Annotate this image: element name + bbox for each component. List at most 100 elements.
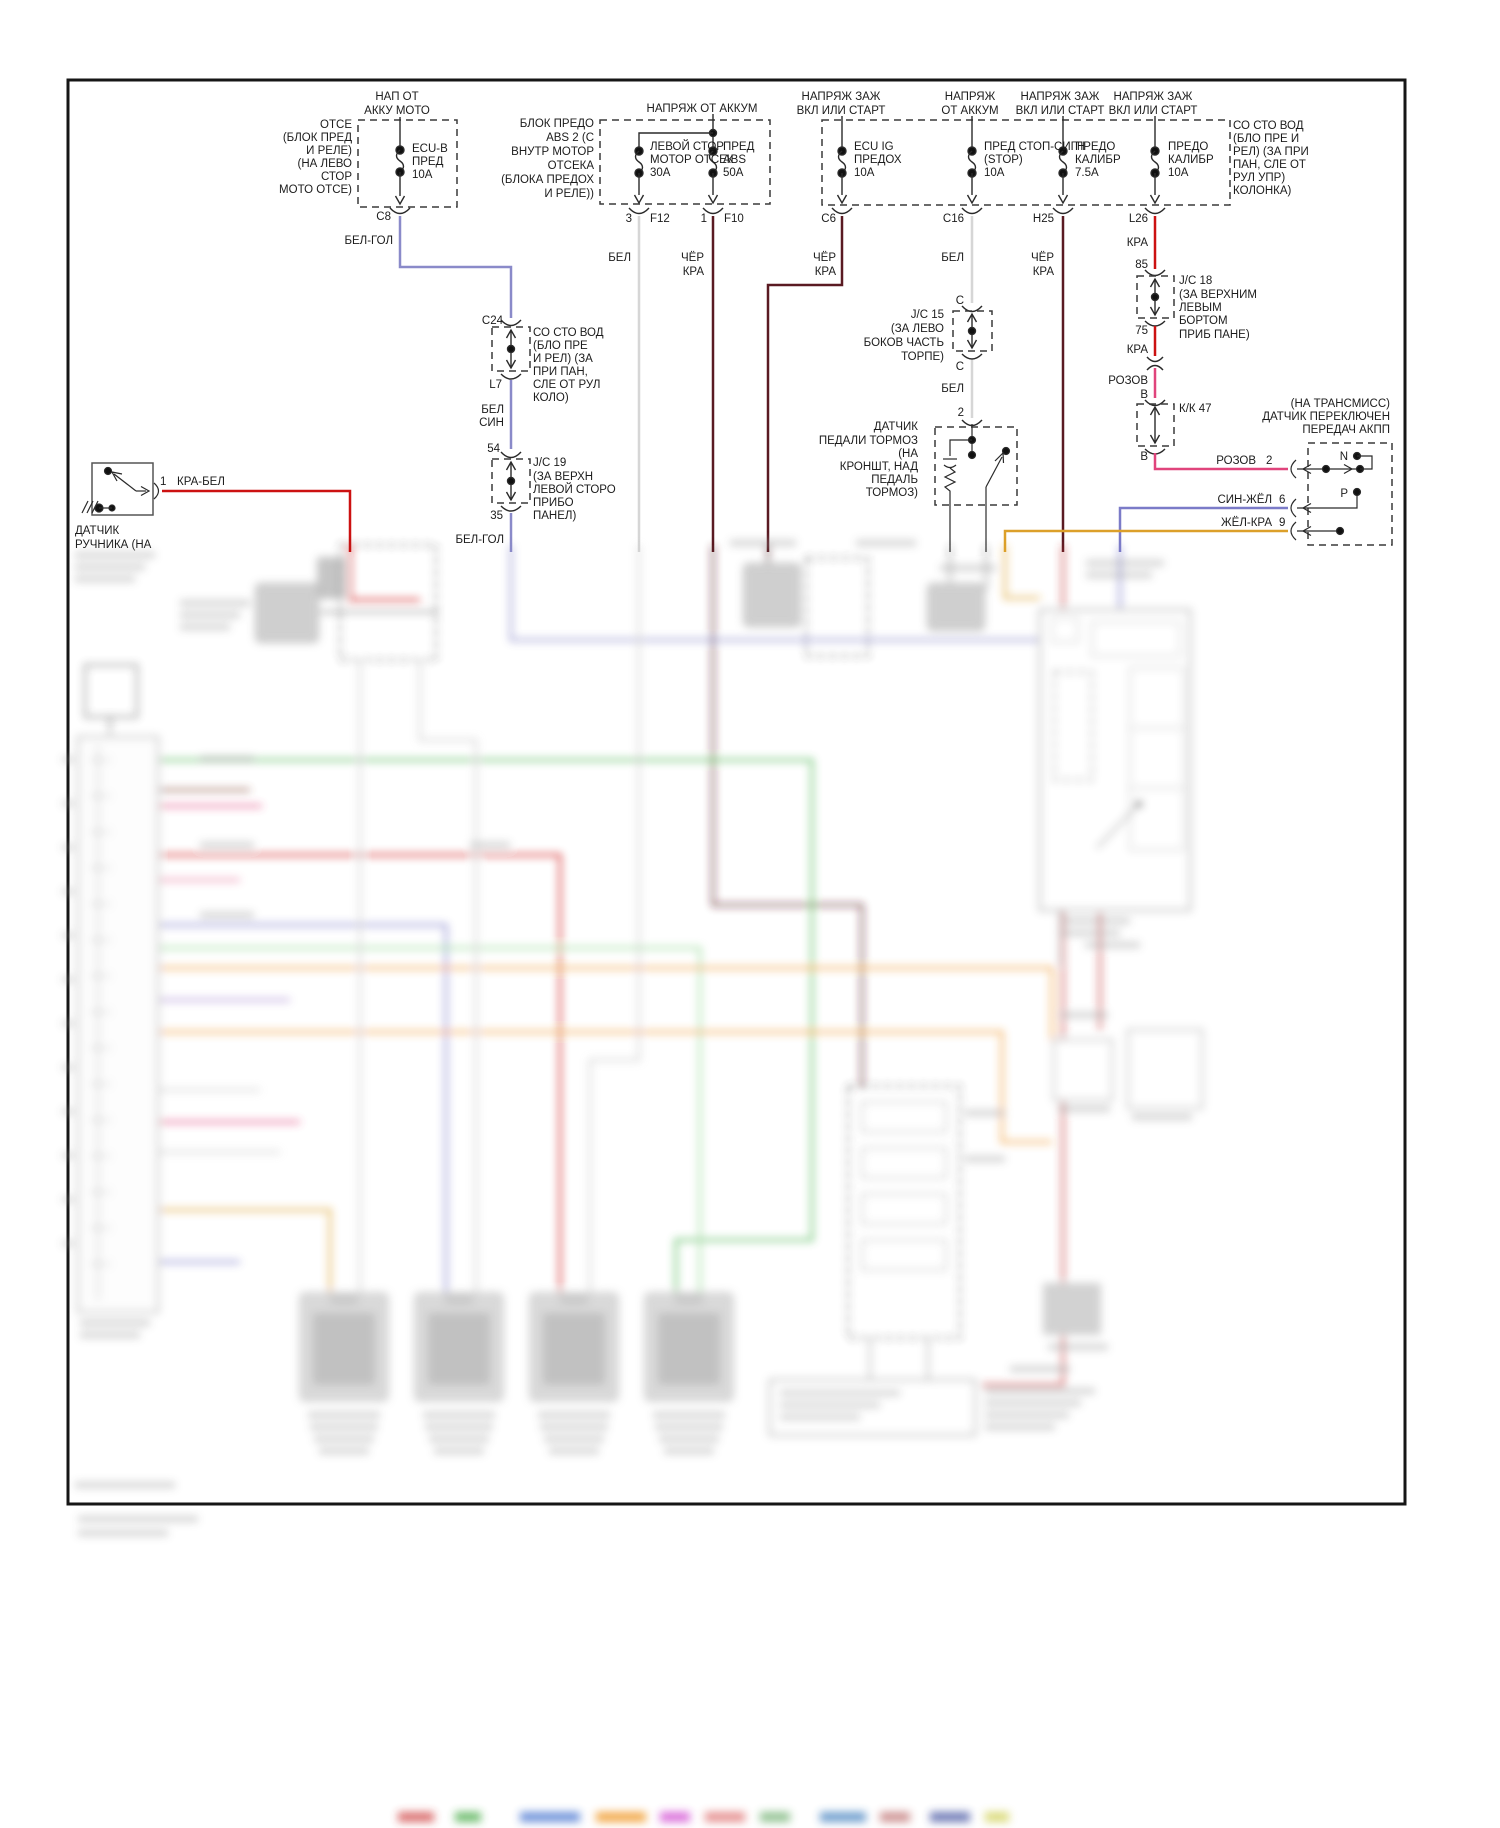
wire-color-label: БЕЛ <box>481 404 504 416</box>
connector-label: F10 <box>724 213 744 225</box>
power-source-label: ВКЛ ИЛИ СТАРТ <box>797 105 886 117</box>
junction-box <box>491 326 531 372</box>
connector-pin-label: 1 <box>701 213 707 225</box>
location-label: И РЕЛЕ) <box>306 145 352 157</box>
location-label: (БЛО ПРЕ И <box>1233 133 1299 145</box>
wire-color-label: БЕЛ <box>941 383 964 395</box>
connector-pin-label: C8 <box>376 211 391 223</box>
contact-label: P <box>1340 488 1348 500</box>
connector-pin-label: C24 <box>482 315 504 327</box>
junction-symbol <box>500 328 522 380</box>
junction-chain-jc15: C J/C 15 (ЗА ЛЕВО БОКОВ ЧАСТЬ ТОРПЕ) C Б… <box>864 295 993 427</box>
fuse-rating: 30A <box>650 167 671 179</box>
location-label: ОТСЕКА <box>548 160 595 172</box>
fuse-rating: 7.5A <box>1075 167 1099 179</box>
brake-pedal-switch: ДАТЧИК ПЕДАЛИ ТОРМОЗ (НА КРОНШТ, НАД ПЕД… <box>819 421 1018 552</box>
junction-symbol <box>500 460 522 512</box>
sensor-contacts <box>1290 451 1373 541</box>
fuse-rating: 50A <box>723 167 744 179</box>
component-label: ДАТЧИК <box>75 525 120 537</box>
switch-symbol <box>943 424 1011 552</box>
location-label: ПРИБО <box>533 497 574 509</box>
component-label: ПЕРЕДАЧ АКПП <box>1302 424 1390 436</box>
wire-color-label: ЧЁР <box>1031 252 1054 264</box>
location-label: СО СТО ВОД <box>1233 120 1304 132</box>
component-label: (НА ТРАНСМИСС) <box>1291 398 1391 410</box>
fuse-name: ПРЕД <box>412 156 444 168</box>
wire-pin-label: 9 <box>1279 517 1285 529</box>
fuse-box-outline <box>599 119 771 205</box>
switch-symbol <box>81 466 160 514</box>
component-label: ДАТЧИК ПЕРЕКЛЮЧЕН <box>1262 411 1390 423</box>
connector-pin-label: 85 <box>1135 259 1148 271</box>
diagram-border <box>66 78 1407 1506</box>
wire-color-label: КРА <box>1033 266 1055 278</box>
connector-label: F12 <box>650 213 670 225</box>
fuse-name: КАЛИБР <box>1168 154 1214 166</box>
wire-bel-gol <box>398 216 513 318</box>
fuse-box-outline <box>357 119 458 208</box>
junction-box <box>1136 403 1175 447</box>
connector-pin-label: L26 <box>1129 213 1148 225</box>
power-source-label: НАПРЯЖ ЗАЖ <box>1021 91 1100 103</box>
power-source-label: НАП ОТ <box>375 91 418 103</box>
wire-color-label: БЕЛ-ГОЛ <box>455 534 504 546</box>
connector-pin-label: 75 <box>1135 325 1148 337</box>
wire-pin-label: 1 <box>160 476 166 488</box>
wire-color-label: КРА <box>683 266 705 278</box>
wire-cher-kra <box>766 216 844 552</box>
location-label: (БЛО ПРЕ <box>533 340 588 352</box>
junction-name: J/C 18 <box>1179 275 1212 287</box>
junction-symbol <box>1144 277 1166 327</box>
location-label: ЛЕВОЙ СТОРО <box>533 483 616 496</box>
location-label: ПАН, СЛЕ ОТ <box>1233 159 1306 171</box>
location-label: РУЛ УПР) <box>1233 172 1285 184</box>
fuse-symbols <box>628 114 724 215</box>
wire-rozov <box>1153 453 1288 471</box>
location-label: СО СТО ВОД <box>533 327 604 339</box>
location-label: БОРТОМ <box>1179 315 1228 327</box>
fuse-block-main: НАПРЯЖ ЗАЖ ВКЛ ИЛИ СТАРТ НАПРЯЖ ОТ АККУМ… <box>766 91 1309 552</box>
junction-box <box>491 458 531 504</box>
fuse-rating: 10A <box>1168 167 1189 179</box>
location-label: РЕЛ) (ЗА ПРИ <box>1233 146 1309 158</box>
junction-name: J/C 19 <box>533 457 566 469</box>
fuse-name: ABS <box>723 154 746 166</box>
connector-pin-label: C <box>956 361 964 373</box>
fuse-name: ECU-B <box>412 143 448 155</box>
wire-kra-bel <box>162 489 352 552</box>
component-label: КРОНШТ, НАД <box>840 461 918 473</box>
connector-pin-label: C6 <box>821 213 836 225</box>
location-label: КОЛОНКА) <box>1233 185 1292 197</box>
fuse-rating: 10A <box>412 169 433 181</box>
fuse-box-outline <box>821 119 1231 206</box>
fuse-rating: 10A <box>854 167 875 179</box>
switch-box <box>934 426 1018 506</box>
sensor-box <box>1307 442 1393 546</box>
location-label: И РЕЛЕ)) <box>544 188 594 200</box>
fuse-name: ECU IG <box>854 141 894 153</box>
contact-label: N <box>1340 451 1348 463</box>
location-label: (ЗА ВЕРХНИМ <box>1179 289 1257 301</box>
location-label: СЛЕ ОТ РУЛ <box>533 379 600 391</box>
location-label: И РЕЛ) (ЗА <box>533 353 593 365</box>
wire-color-label: КРА <box>1127 344 1149 356</box>
power-source-label: ОТ АККУМ <box>941 105 998 117</box>
fuse-name: ПРЕДО <box>1168 141 1208 153</box>
location-label: БОКОВ ЧАСТЬ <box>864 337 944 349</box>
location-label: ПАНЕЛ) <box>533 510 576 522</box>
junction-symbol <box>1144 405 1166 455</box>
fuse-symbol <box>389 117 411 215</box>
location-label: БЛОК ПРЕДО <box>520 118 594 130</box>
component-label: ДАТЧИК <box>874 421 919 433</box>
wire-color-label: ЖЁЛ-КРА <box>1221 517 1272 529</box>
fuse-block-ecub: НАП ОТ АККУ МОТО ОТСЕ (БЛОК ПРЕД И РЕЛЕ)… <box>279 91 513 318</box>
component-label: ТОРМОЗ) <box>866 487 918 499</box>
fuse-name: ПРЕДОХ <box>854 154 902 166</box>
wire-color-label: БЕЛ <box>941 252 964 264</box>
wire-zhel-kra <box>1003 529 1288 552</box>
connector-pin-label: B <box>1140 451 1148 463</box>
wire-color-label: СИН <box>479 417 504 429</box>
